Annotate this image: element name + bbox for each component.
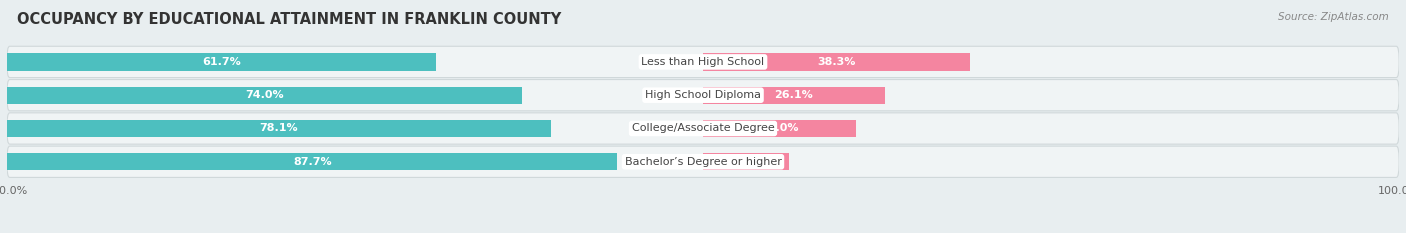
Text: 61.7%: 61.7% [202,57,240,67]
Bar [7,86,522,104]
FancyBboxPatch shape [7,113,1399,144]
Bar [703,86,884,104]
Text: 26.1%: 26.1% [775,90,813,100]
Text: Bachelor’s Degree or higher: Bachelor’s Degree or higher [624,157,782,167]
Text: High School Diploma: High School Diploma [645,90,761,100]
Text: 78.1%: 78.1% [260,123,298,134]
Text: 87.7%: 87.7% [292,157,332,167]
Text: Less than High School: Less than High School [641,57,765,67]
FancyBboxPatch shape [7,46,1399,78]
Bar [703,120,856,137]
FancyBboxPatch shape [7,146,1399,177]
Text: Source: ZipAtlas.com: Source: ZipAtlas.com [1278,12,1389,22]
Text: 38.3%: 38.3% [817,57,855,67]
Bar [7,153,617,170]
Text: OCCUPANCY BY EDUCATIONAL ATTAINMENT IN FRANKLIN COUNTY: OCCUPANCY BY EDUCATIONAL ATTAINMENT IN F… [17,12,561,27]
Bar [703,153,789,170]
Text: 74.0%: 74.0% [245,90,284,100]
Text: 12.3%: 12.3% [727,157,765,167]
Text: College/Associate Degree: College/Associate Degree [631,123,775,134]
Text: 22.0%: 22.0% [761,123,799,134]
Bar [7,53,436,71]
Bar [703,53,970,71]
FancyBboxPatch shape [7,79,1399,111]
Bar [7,120,551,137]
